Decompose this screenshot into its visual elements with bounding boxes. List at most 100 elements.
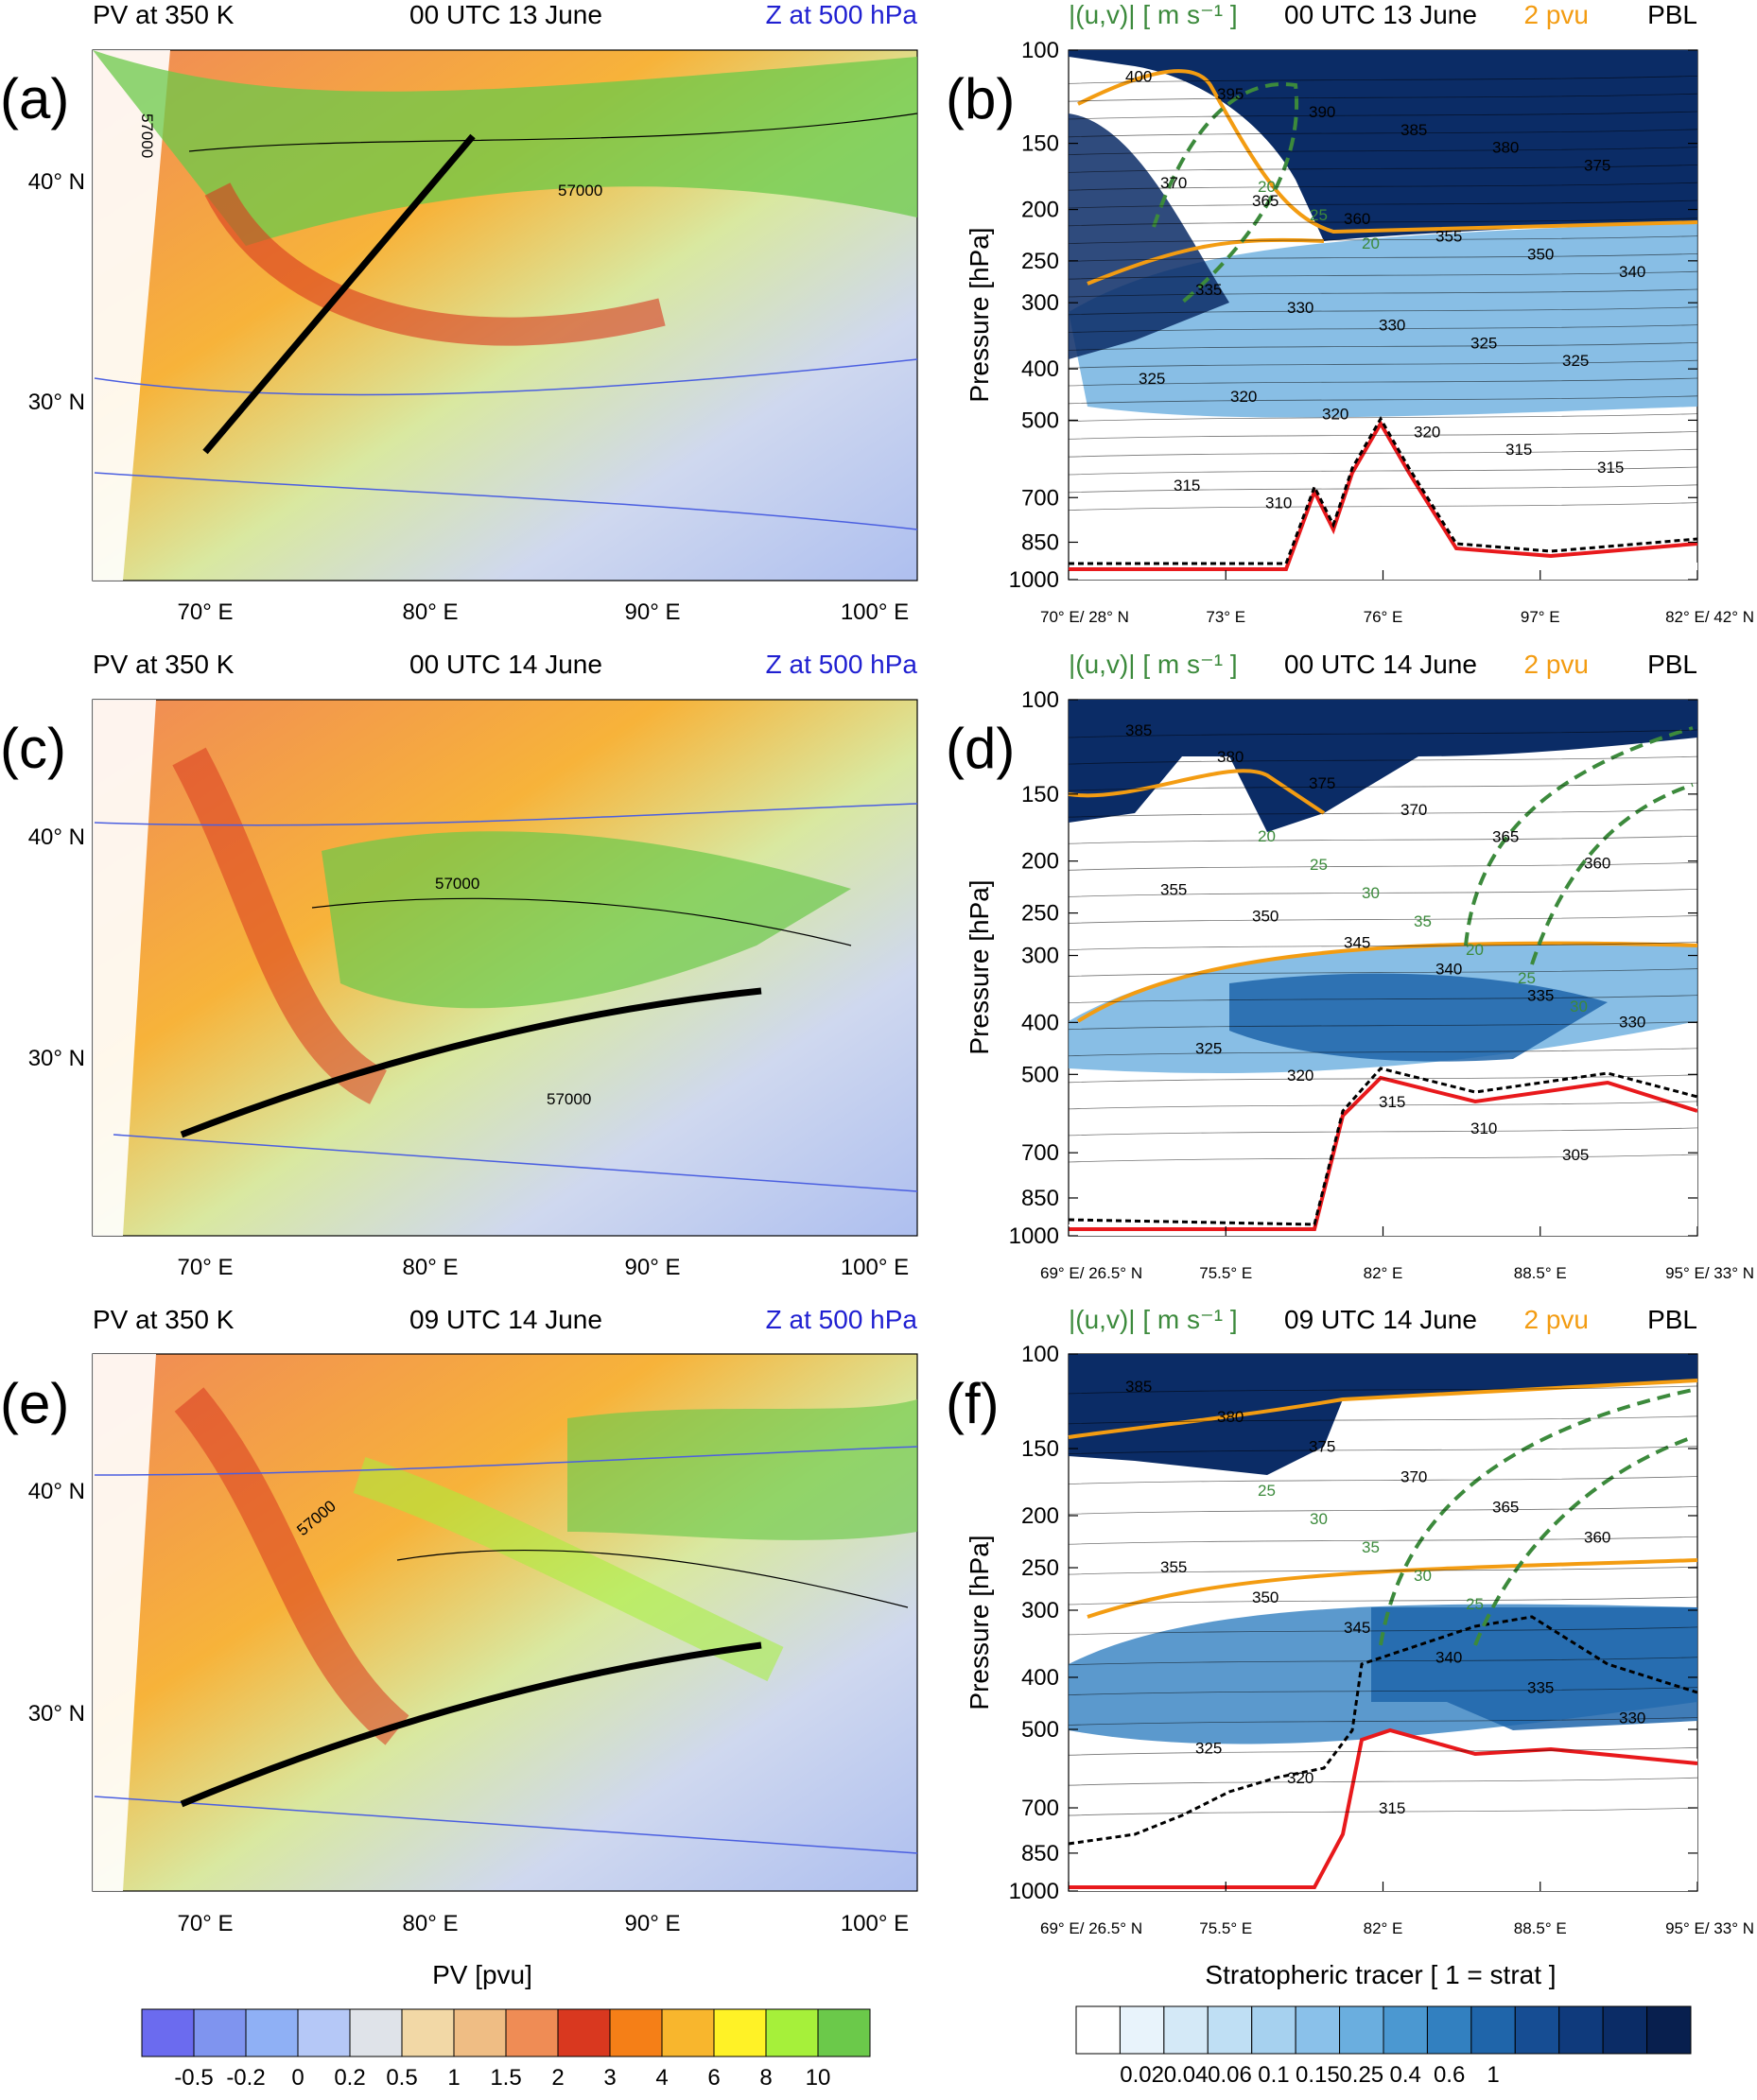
pressure-tick-label: 700 — [1021, 1140, 1059, 1166]
lat-tick-c-30: 30° N — [28, 1046, 85, 1071]
theta-label: 360 — [1344, 210, 1370, 228]
x-tick-label: 82° E/ 42° N — [1665, 608, 1754, 626]
tracer-colorbar-label: Stratopheric tracer [ 1 = strat ] — [1205, 1960, 1556, 1989]
wind-label: 20 — [1466, 941, 1484, 959]
theta-label: 330 — [1619, 1014, 1645, 1032]
contour-label-c-0: 57000 — [435, 875, 479, 893]
x-tick-label: 75.5° E — [1199, 1919, 1252, 1937]
section-b-center-title: 00 UTC 13 June — [1284, 0, 1477, 29]
section-line-e — [180, 1641, 762, 1808]
theta-label: 330 — [1287, 299, 1313, 317]
colorbar-swatch — [505, 2008, 559, 2057]
colorbar-swatch — [1339, 2005, 1384, 2055]
panel-letter-f: (f) — [946, 1372, 1000, 1435]
section-f-right-title: PBL — [1647, 1305, 1697, 1334]
colorbar-tick-label: 6 — [707, 2065, 720, 2091]
lat-tick-e-30: 30° N — [28, 1701, 85, 1727]
pressure-tick-label: 850 — [1021, 529, 1059, 555]
lat-tick-a-30: 30° N — [28, 390, 85, 415]
isentrope-line — [1068, 1446, 1698, 1455]
isentrope-line — [1068, 129, 1698, 138]
colorbar-swatch — [1514, 2005, 1560, 2055]
x-tick-label: 95° E/ 33° N — [1665, 1264, 1754, 1282]
theta-label: 315 — [1597, 459, 1624, 477]
theta-label: 325 — [1470, 334, 1497, 352]
map-a-right-title: Z at 500 hPa — [766, 0, 918, 29]
colorbar-tick-label: 0.6 — [1434, 2062, 1465, 2088]
isentrope-line — [1068, 782, 1698, 791]
colorbar-tick-label: 0.4 — [1390, 2062, 1421, 2088]
map-panel-e: 57000 PV at 350 K 09 UTC 14 June Z at 50… — [0, 1305, 918, 1936]
lon-tick-e-70: 70° E — [178, 1911, 234, 1936]
theta-label: 325 — [1195, 1040, 1222, 1058]
lat-tick-e-40: 40° N — [28, 1479, 85, 1504]
x-tick-label: 76° E — [1364, 608, 1403, 626]
pressure-tick-label: 500 — [1021, 1717, 1059, 1743]
map-panel-a: 57000 57000 PV at 350 K 00 UTC 13 June Z… — [0, 0, 918, 625]
colorbar-swatch — [1207, 2005, 1253, 2055]
lon-tick-a-90: 90° E — [625, 599, 681, 625]
colorbar-tick-label: 4 — [655, 2065, 668, 2091]
colorbar-swatch — [1295, 2005, 1341, 2055]
isentrope-line — [1068, 165, 1698, 173]
isentrope-line — [1068, 377, 1698, 387]
theta-labels-d: 385 380 375 370 365 360 355 350 345 340 335 330 325 3… — [1068, 721, 1698, 1164]
contour-label-a-0: 57000 — [558, 182, 602, 200]
isentrope-line — [1068, 306, 1698, 316]
isentrope-line — [1068, 200, 1698, 209]
lon-tick-c-80: 80° E — [403, 1255, 459, 1280]
isentrope-line — [1068, 835, 1698, 844]
colorbar-tick-label: 1 — [1487, 2062, 1499, 2088]
theta-label: 325 — [1139, 370, 1165, 388]
theta-label: 345 — [1344, 934, 1370, 952]
theta-labels-b: 400 395 390 385 380 375 370 365 360 355 350 340 335 3… — [1068, 67, 1698, 512]
x-tick-label: 88.5° E — [1514, 1919, 1567, 1937]
section-panel-f: |(u,v)| [ m s⁻¹ ] 09 UTC 14 June 2 pvu P… — [946, 1305, 1754, 1937]
colorbar-tick-label: 0.1 — [1258, 2062, 1289, 2088]
colorbar-tick-label: -0.2 — [226, 2065, 265, 2091]
isentrope-line — [1068, 502, 1698, 511]
theta-label: 365 — [1492, 827, 1519, 845]
colorbar-swatch — [1251, 2005, 1296, 2055]
pressure-tick-label: 300 — [1021, 1598, 1059, 1623]
colorbar-tick-label: 0.06 — [1208, 2062, 1252, 2088]
contour-label-c-1: 57000 — [547, 1090, 591, 1108]
section-b-right-title: PBL — [1647, 0, 1697, 29]
isentrope-line — [1068, 1154, 1698, 1163]
x-tick-label: 82° E — [1364, 1919, 1403, 1937]
colorbar-tick-label: 1.5 — [490, 2065, 521, 2091]
theta-label: 340 — [1435, 961, 1462, 979]
isentrope-line — [1068, 915, 1698, 924]
theta-label: 365 — [1492, 1498, 1519, 1516]
isentrope-line — [1068, 270, 1698, 280]
section-d-right-title: PBL — [1647, 650, 1697, 679]
theta-label: 330 — [1619, 1709, 1645, 1727]
isentrope-line — [1068, 182, 1698, 191]
map-a-green-band — [93, 50, 917, 246]
panel-letter-e: (e) — [0, 1372, 69, 1435]
isentrope-line — [1068, 995, 1698, 1004]
theta-label: 370 — [1160, 174, 1187, 192]
x-tick-label: 97° E — [1521, 608, 1560, 626]
x-tick-label: 73° E — [1206, 608, 1245, 626]
pbl-line-b — [1069, 419, 1698, 571]
theta-label: 315 — [1379, 1799, 1405, 1817]
wind-label: 35 — [1362, 1538, 1380, 1556]
colorbar-tick-label: 0.2 — [334, 2065, 365, 2091]
theta-label: 380 — [1217, 748, 1244, 766]
colorbar-tick-label: -0.5 — [174, 2065, 213, 2091]
colorbar-swatch — [1558, 2005, 1604, 2055]
wind-label: 25 — [1310, 856, 1328, 874]
theta-label: 395 — [1217, 85, 1244, 103]
isentrope-line — [1068, 755, 1698, 765]
theta-labels-f: 385 380 375 370 365 360 355 350 345 340 335 330 325 3… — [1068, 1378, 1698, 1817]
isentrope-line — [1068, 729, 1698, 738]
colorbar-swatch — [193, 2008, 247, 2057]
isentrope-line — [1068, 1415, 1698, 1425]
pressure-tick-label: 1000 — [1009, 1224, 1059, 1249]
panel-letter-b: (b) — [946, 67, 1015, 130]
colorbar-tick-label: 0.04 — [1164, 2062, 1209, 2088]
colorbar-swatch — [609, 2008, 663, 2057]
theta-label: 370 — [1400, 801, 1427, 819]
